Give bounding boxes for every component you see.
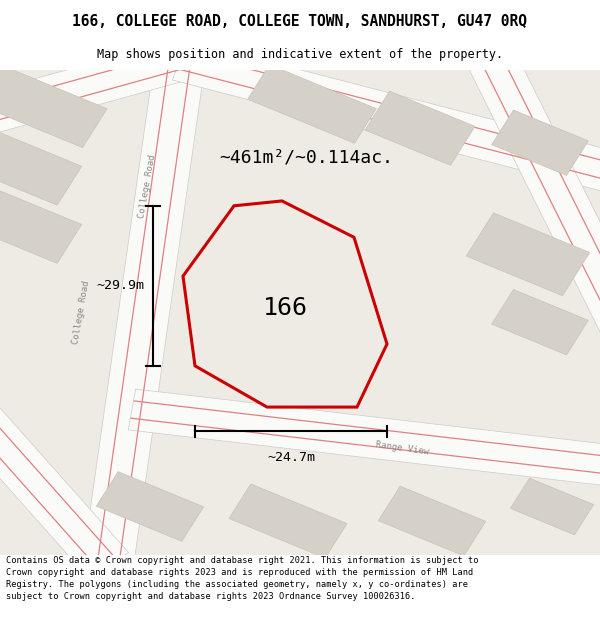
Polygon shape xyxy=(469,52,600,344)
Polygon shape xyxy=(229,484,347,558)
Polygon shape xyxy=(0,41,188,138)
Polygon shape xyxy=(511,478,593,535)
Text: ~24.7m: ~24.7m xyxy=(267,451,315,464)
Polygon shape xyxy=(0,398,129,577)
Polygon shape xyxy=(172,41,600,196)
Text: ~461m²/~0.114ac.: ~461m²/~0.114ac. xyxy=(219,148,393,166)
Text: College Road: College Road xyxy=(137,154,157,219)
Polygon shape xyxy=(491,110,589,176)
Polygon shape xyxy=(0,129,82,205)
Polygon shape xyxy=(365,91,475,165)
Polygon shape xyxy=(248,64,376,143)
Polygon shape xyxy=(183,201,387,407)
Polygon shape xyxy=(128,389,600,488)
Polygon shape xyxy=(0,187,82,263)
Polygon shape xyxy=(97,472,203,541)
Text: College Road: College Road xyxy=(71,280,91,345)
Text: Range View: Range View xyxy=(375,440,429,456)
Text: ~29.9m: ~29.9m xyxy=(96,279,144,292)
Polygon shape xyxy=(491,289,589,355)
Polygon shape xyxy=(379,486,485,556)
Polygon shape xyxy=(466,213,590,296)
Text: Contains OS data © Crown copyright and database right 2021. This information is : Contains OS data © Crown copyright and d… xyxy=(6,556,479,601)
Polygon shape xyxy=(0,60,107,148)
Polygon shape xyxy=(83,58,205,567)
Text: 166: 166 xyxy=(263,296,308,319)
Text: 166, COLLEGE ROAD, COLLEGE TOWN, SANDHURST, GU47 0RQ: 166, COLLEGE ROAD, COLLEGE TOWN, SANDHUR… xyxy=(73,14,527,29)
Text: Map shows position and indicative extent of the property.: Map shows position and indicative extent… xyxy=(97,48,503,61)
